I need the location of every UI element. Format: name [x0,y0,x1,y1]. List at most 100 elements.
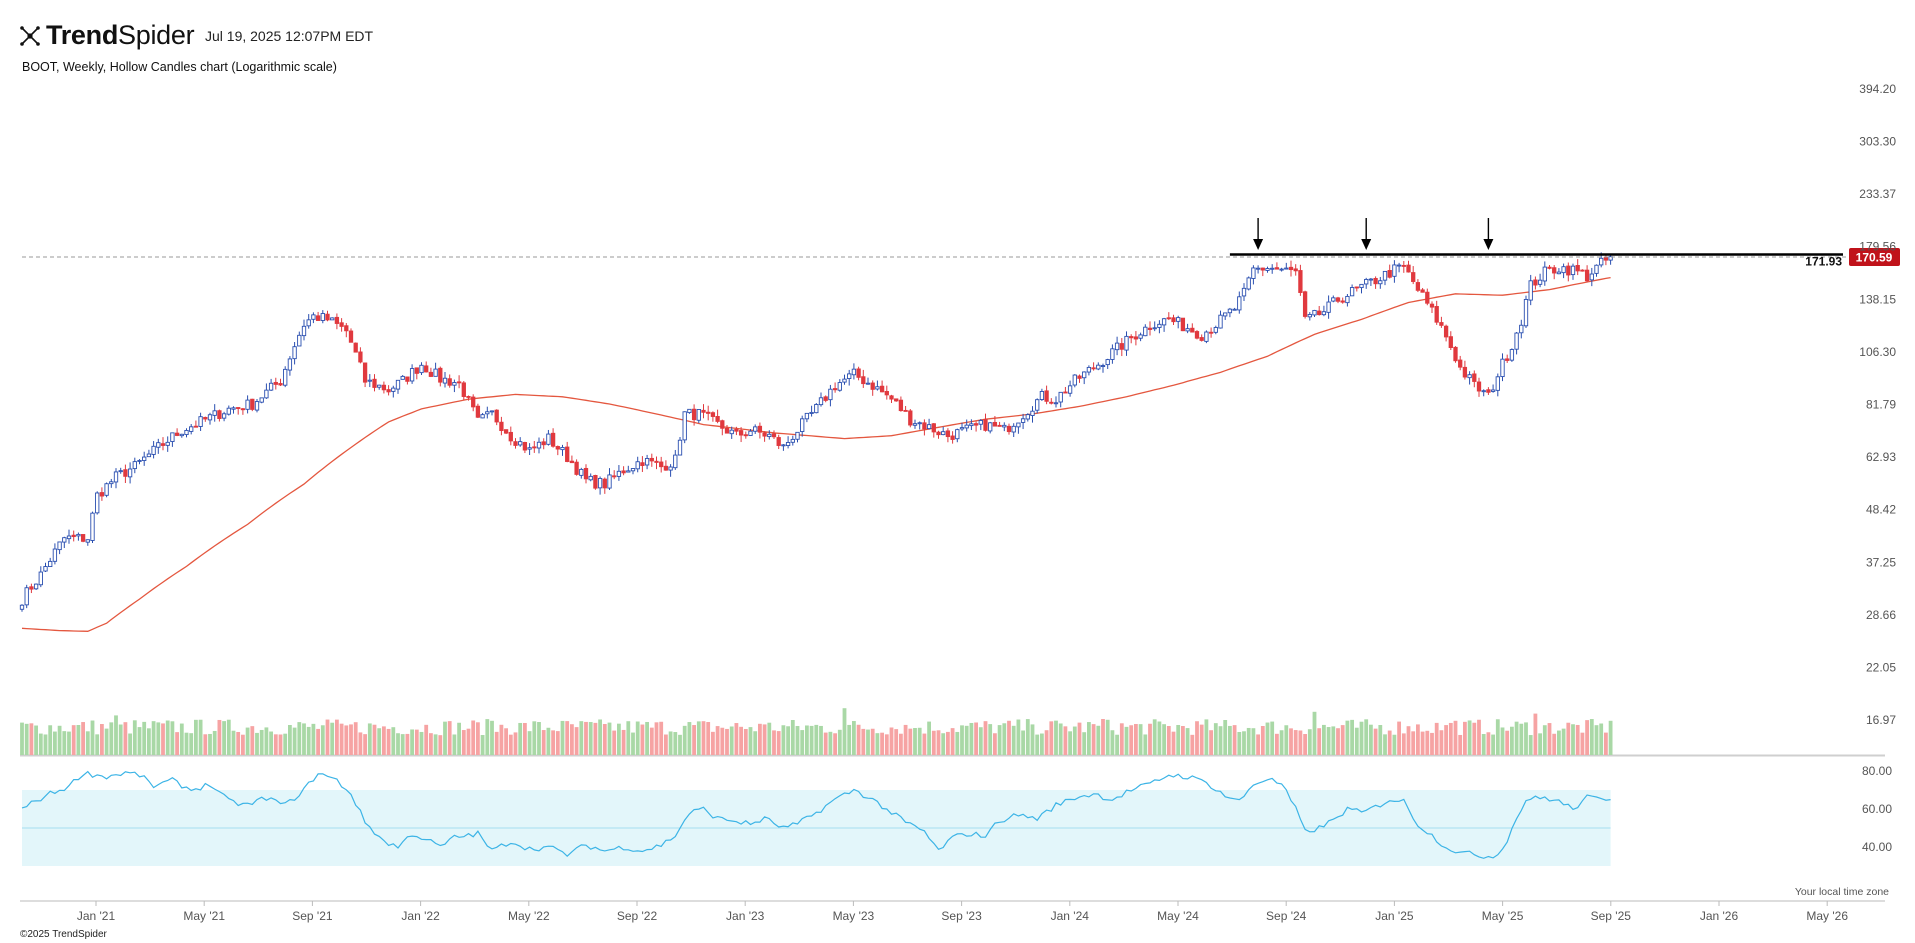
candle-body [1227,308,1233,314]
candle-body [1223,312,1228,317]
volume-bar [1171,731,1176,755]
volume-bar [198,719,203,755]
volume-bar [692,725,696,755]
candle-body [1443,325,1449,338]
volume-bar [1218,726,1223,755]
volume-bar [1430,732,1434,755]
candle-body [579,468,584,476]
candle-body [814,404,819,414]
volume-bar [1312,711,1317,755]
volume-bar [377,728,382,755]
candle-body [870,382,875,390]
candle-body [57,541,62,551]
volume-bar [889,727,894,755]
volume-bar [1533,713,1538,755]
candle-body [1373,277,1378,285]
candle-body [503,429,509,434]
volume-bar [776,731,781,755]
candle-body [245,399,250,410]
candle-body [753,426,758,432]
volume-bar [297,722,302,755]
candle-body [344,325,349,332]
candle-body [607,474,612,489]
volume-bar [292,727,297,755]
volume-bar [532,721,537,755]
candle-body [1514,332,1519,350]
volume-bar [1185,728,1190,755]
candle-body [828,388,833,401]
candle-body [1589,273,1594,281]
volume-bar [363,734,367,755]
candle-body [767,433,772,438]
volume-bar [62,731,67,755]
volume-bar [1524,722,1528,755]
volume-bar [447,721,452,755]
volume-bar [1500,727,1505,755]
x-tick-label: Jan '21 [77,909,116,923]
volume-bar [1542,725,1547,755]
volume-bar [1317,728,1322,755]
volume-bar [1232,725,1237,755]
volume-bar [1025,719,1030,755]
candle-body [1246,277,1251,290]
volume-bar [1505,730,1510,755]
candle-body [1161,318,1167,326]
rsi-tick-label: 40.00 [1862,840,1892,854]
candle-body [612,475,617,478]
spider-logo-icon [20,25,40,46]
volume-bar [288,725,292,755]
volume-bar [748,727,753,755]
candle-body [842,378,847,383]
candle-body [630,468,636,472]
candles-panel [19,252,1613,612]
candle-body [1533,279,1538,286]
volume-bar [1552,733,1557,755]
volume-bar [1284,725,1289,755]
candle-body [677,439,683,456]
candle-body [179,433,184,437]
volume-bar [1044,730,1049,755]
volume-bar [941,733,946,755]
volume-bar [100,724,104,755]
volume-bar [1040,733,1044,755]
candle-body [306,319,311,327]
volume-bar [466,728,471,755]
candle-body [1472,373,1477,382]
rsi-panel [21,770,1611,866]
candle-body [236,407,241,409]
candle-body [315,315,321,321]
candle-body [95,492,100,514]
candle-body [24,587,29,606]
volume-bar [1514,721,1519,755]
candle-body [137,459,142,462]
volume-bar [48,725,53,755]
last-price-label: 170.59 [1856,251,1893,265]
volume-bar [161,723,165,755]
volume-bar [1190,734,1195,755]
candle-body [729,429,734,435]
candle-body [1584,269,1590,282]
volume-bar [560,720,565,755]
volume-bar [1289,728,1293,755]
candle-body [1251,267,1256,279]
candle-body [527,447,532,450]
candle-body [889,395,894,400]
volume-bar [729,726,734,755]
volume-bar [419,731,424,755]
volume-bar [438,735,443,755]
volume-bar [24,723,29,755]
volume-bar [208,733,212,755]
volume-bar [142,721,147,755]
candle-body [400,375,405,380]
volume-bar [1557,730,1561,755]
volume-bar [1007,720,1011,755]
volume-bar [1063,726,1068,755]
volume-bar [1204,719,1209,755]
down-arrow-icon [1361,239,1372,250]
volume-bar [259,729,264,755]
volume-bar [903,724,908,755]
volume-bar [555,731,560,755]
annotation-layer: 171.93 170.59 [22,218,1900,268]
candle-body [118,470,123,473]
